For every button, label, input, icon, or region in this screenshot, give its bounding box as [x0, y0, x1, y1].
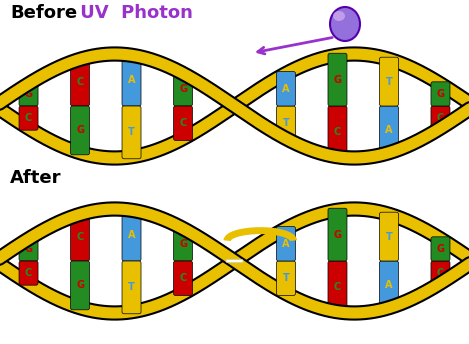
Text: G: G [24, 89, 32, 99]
FancyBboxPatch shape [277, 106, 295, 140]
FancyBboxPatch shape [174, 228, 191, 294]
FancyBboxPatch shape [431, 106, 450, 130]
Text: C: C [334, 282, 341, 292]
FancyBboxPatch shape [379, 106, 399, 155]
Text: A: A [385, 280, 393, 290]
Text: G: G [179, 239, 187, 249]
Text: A: A [282, 84, 290, 94]
FancyBboxPatch shape [20, 83, 37, 129]
FancyBboxPatch shape [19, 261, 38, 285]
FancyBboxPatch shape [328, 53, 347, 106]
FancyBboxPatch shape [122, 208, 141, 261]
Text: G: G [76, 280, 84, 290]
FancyBboxPatch shape [123, 54, 140, 158]
FancyBboxPatch shape [328, 261, 347, 314]
Text: T: T [128, 127, 135, 137]
FancyBboxPatch shape [380, 213, 397, 309]
Text: G: G [333, 229, 341, 240]
Text: G: G [24, 244, 32, 254]
FancyBboxPatch shape [278, 228, 295, 294]
FancyBboxPatch shape [432, 83, 449, 129]
Text: UV  Photon: UV Photon [74, 4, 193, 22]
Text: G: G [437, 244, 445, 254]
Text: G: G [76, 126, 84, 136]
Text: T: T [386, 77, 393, 87]
Text: A: A [282, 239, 290, 249]
FancyBboxPatch shape [277, 72, 295, 106]
FancyBboxPatch shape [122, 53, 141, 106]
Text: C: C [25, 268, 32, 278]
FancyBboxPatch shape [278, 73, 295, 139]
FancyBboxPatch shape [431, 237, 450, 261]
FancyBboxPatch shape [174, 227, 192, 261]
FancyBboxPatch shape [174, 72, 192, 106]
Text: T: T [128, 282, 135, 292]
FancyBboxPatch shape [277, 261, 295, 295]
FancyBboxPatch shape [122, 106, 141, 159]
FancyBboxPatch shape [20, 238, 37, 284]
FancyBboxPatch shape [70, 106, 90, 155]
Text: C: C [76, 232, 83, 241]
Text: G: G [179, 84, 187, 94]
Text: After: After [10, 169, 61, 187]
FancyBboxPatch shape [277, 227, 295, 261]
FancyBboxPatch shape [328, 208, 347, 261]
FancyBboxPatch shape [19, 106, 38, 130]
Text: A: A [128, 75, 135, 85]
Text: A: A [128, 229, 135, 240]
Text: T: T [386, 232, 393, 241]
FancyBboxPatch shape [431, 261, 450, 285]
FancyBboxPatch shape [174, 261, 192, 295]
Text: A: A [385, 126, 393, 136]
Text: C: C [76, 77, 83, 87]
FancyBboxPatch shape [72, 58, 89, 154]
Text: C: C [334, 127, 341, 137]
FancyBboxPatch shape [72, 213, 89, 309]
Text: T: T [283, 118, 289, 128]
FancyBboxPatch shape [380, 58, 397, 154]
Text: C: C [179, 118, 187, 128]
Text: C: C [437, 268, 444, 278]
FancyBboxPatch shape [122, 261, 141, 314]
FancyBboxPatch shape [174, 106, 192, 140]
FancyBboxPatch shape [174, 73, 191, 139]
FancyBboxPatch shape [123, 209, 140, 313]
FancyBboxPatch shape [19, 82, 38, 106]
Ellipse shape [330, 7, 360, 41]
Text: C: C [437, 113, 444, 123]
FancyBboxPatch shape [226, 105, 243, 107]
Text: C: C [179, 273, 187, 283]
FancyBboxPatch shape [379, 261, 399, 310]
Text: C: C [25, 113, 32, 123]
FancyBboxPatch shape [329, 209, 346, 313]
FancyBboxPatch shape [226, 260, 243, 262]
Text: G: G [333, 75, 341, 85]
FancyBboxPatch shape [19, 237, 38, 261]
FancyBboxPatch shape [70, 261, 90, 310]
FancyBboxPatch shape [329, 54, 346, 158]
FancyBboxPatch shape [70, 212, 90, 261]
Text: T: T [283, 273, 289, 283]
Text: Before: Before [10, 4, 77, 22]
Ellipse shape [333, 11, 345, 21]
Text: G: G [437, 89, 445, 99]
FancyBboxPatch shape [431, 82, 450, 106]
FancyBboxPatch shape [379, 212, 399, 261]
FancyBboxPatch shape [379, 57, 399, 106]
FancyBboxPatch shape [328, 106, 347, 159]
FancyBboxPatch shape [432, 238, 449, 284]
FancyBboxPatch shape [70, 57, 90, 106]
